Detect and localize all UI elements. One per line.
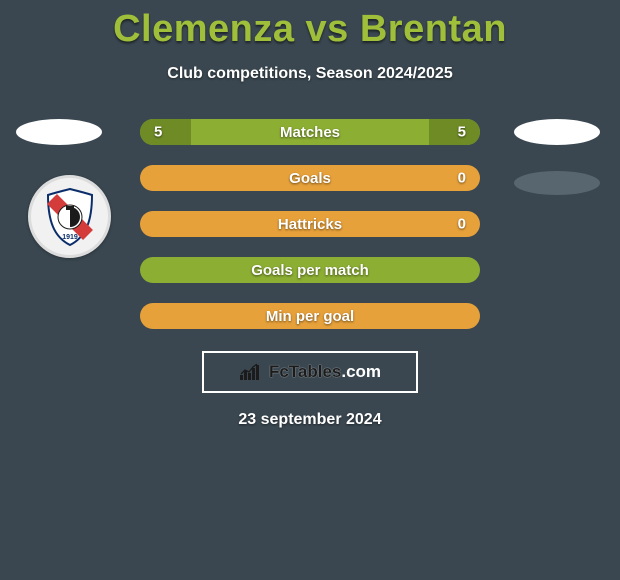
club-crest-icon: 1919 bbox=[40, 187, 100, 247]
stat-row-rightfill bbox=[429, 119, 480, 145]
stat-row: Min per goal bbox=[140, 303, 480, 329]
stat-row-label: Goals per match bbox=[251, 262, 369, 279]
stat-row: Hattricks 0 bbox=[140, 211, 480, 237]
stat-row-left-value: 5 bbox=[154, 124, 162, 141]
snapshot-date: 23 september 2024 bbox=[0, 411, 620, 429]
player2-club-placeholder bbox=[514, 171, 600, 195]
player2-badge-placeholder bbox=[514, 119, 600, 145]
stat-rows: Matches 5 5 Goals 0 Hattricks 0 Goals per match… bbox=[140, 119, 480, 329]
brand-text-light: .com bbox=[341, 362, 381, 381]
page-subtitle: Club competitions, Season 2024/2025 bbox=[0, 65, 620, 83]
stat-row: Matches 5 5 bbox=[140, 119, 480, 145]
comparison-panel: 1919 Matches 5 5 Goals 0 Hattricks 0 Goals per … bbox=[0, 119, 620, 429]
brand-text-dark: FcTables bbox=[269, 362, 341, 381]
player1-club-logo: 1919 bbox=[28, 175, 111, 258]
brand-badge: FcTables.com bbox=[202, 351, 418, 393]
stat-row: Goals per match bbox=[140, 257, 480, 283]
page-title: Clemenza vs Brentan bbox=[0, 0, 620, 51]
bar-chart-icon bbox=[239, 363, 263, 381]
stat-row-label: Hattricks bbox=[278, 216, 342, 233]
stat-row-leftfill bbox=[140, 119, 191, 145]
stat-row-label: Matches bbox=[280, 124, 340, 141]
stat-row-label: Min per goal bbox=[266, 308, 354, 325]
svg-text:1919: 1919 bbox=[62, 234, 78, 241]
stat-row-right-value: 0 bbox=[458, 170, 466, 187]
stat-row-right-value: 0 bbox=[458, 216, 466, 233]
player1-badge-placeholder bbox=[16, 119, 102, 145]
stat-row: Goals 0 bbox=[140, 165, 480, 191]
brand-text: FcTables.com bbox=[269, 362, 381, 382]
stat-row-right-value: 5 bbox=[458, 124, 466, 141]
stat-row-label: Goals bbox=[289, 170, 331, 187]
